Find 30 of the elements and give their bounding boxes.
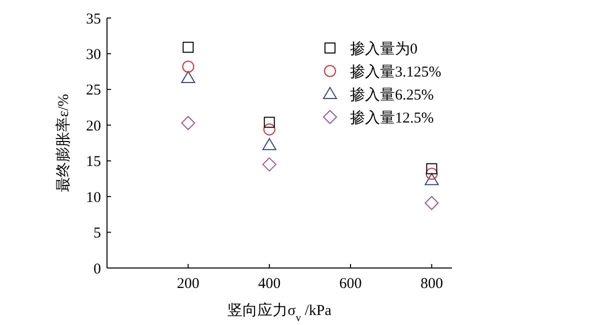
point — [182, 42, 194, 53]
y-tick-label: 35 — [86, 11, 101, 28]
point — [426, 168, 438, 180]
point — [181, 116, 196, 130]
point — [263, 123, 276, 136]
legend-label: 掺入量12.5% — [350, 109, 434, 126]
x-tick-label: 600 — [339, 276, 362, 292]
point — [424, 196, 439, 210]
point — [181, 71, 196, 83]
x-axis-title: 竖向应力σ$_{v}$ /kPa — [228, 302, 332, 324]
point — [426, 163, 438, 174]
point — [262, 157, 276, 172]
legend-label: 掺入量6.25% — [350, 86, 434, 104]
y-tick-label: 10 — [86, 190, 101, 206]
y-axis-title: 最终膨胀率ε/% — [55, 94, 72, 192]
y-tick-label: 20 — [86, 118, 101, 134]
x-tick-label: 800 — [420, 276, 443, 292]
legend-label: 掺入量为0 — [350, 40, 418, 58]
y-tick-label: 15 — [86, 154, 101, 170]
y-tick-label: 25 — [86, 82, 101, 99]
y-tick-label: 0 — [94, 261, 101, 278]
point — [182, 60, 194, 73]
x-tick-label: 200 — [176, 276, 200, 292]
legend-label: 掺入量3.125% — [350, 63, 442, 80]
y-tick-label: 30 — [86, 46, 101, 63]
point — [264, 116, 275, 128]
x-tick-label: 400 — [258, 276, 281, 292]
point — [262, 138, 276, 150]
y-tick-label: 5 — [94, 226, 101, 242]
point — [424, 173, 439, 186]
